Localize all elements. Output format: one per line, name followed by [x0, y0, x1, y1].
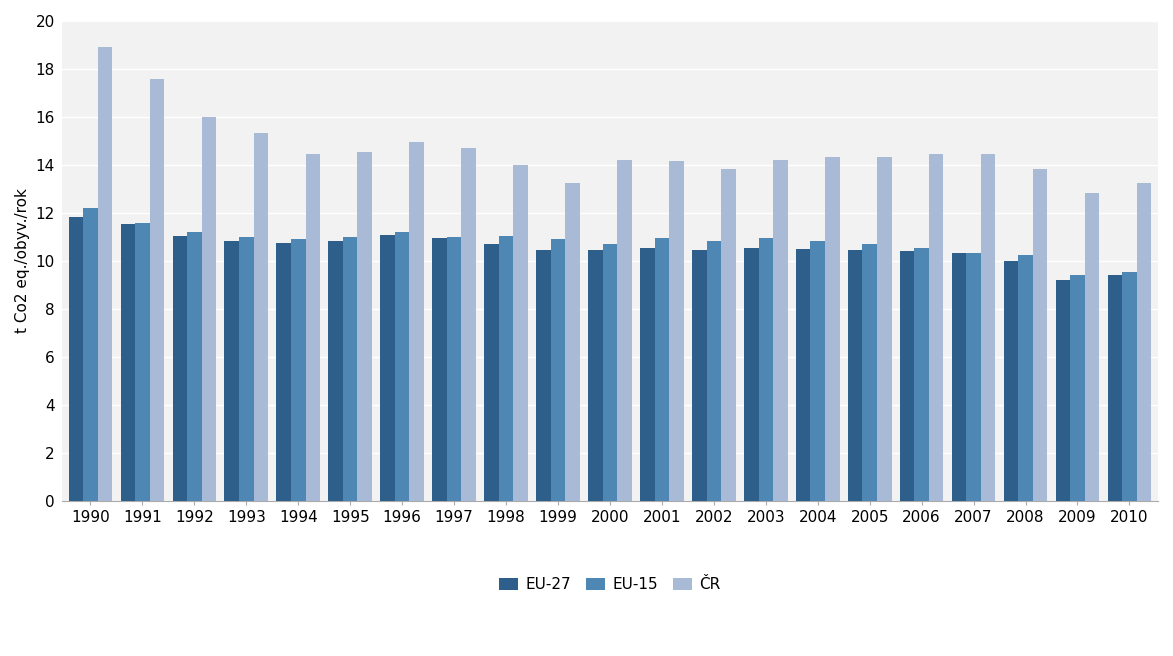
Bar — [1107, 276, 1123, 501]
Bar — [706, 241, 721, 501]
Bar — [1070, 276, 1085, 501]
Bar — [929, 154, 943, 501]
Bar — [395, 232, 409, 501]
Bar — [900, 251, 915, 501]
Bar — [536, 250, 550, 501]
Bar — [967, 253, 981, 501]
Bar — [848, 250, 862, 501]
Bar — [150, 79, 164, 501]
Bar — [744, 248, 759, 501]
Bar — [692, 250, 706, 501]
Bar — [253, 133, 269, 501]
Bar — [135, 222, 150, 501]
Bar — [669, 161, 684, 501]
Legend: EU-27, EU-15, ČR: EU-27, EU-15, ČR — [494, 571, 726, 598]
Bar — [409, 142, 423, 501]
Bar — [97, 47, 113, 501]
Bar — [239, 237, 253, 501]
Bar — [305, 154, 320, 501]
Bar — [187, 232, 202, 501]
Bar — [1004, 261, 1018, 501]
Bar — [655, 238, 669, 501]
Bar — [1032, 169, 1047, 501]
Bar — [1137, 183, 1151, 501]
Bar — [640, 248, 655, 501]
Bar — [172, 236, 187, 501]
Bar — [83, 208, 97, 501]
Bar — [796, 249, 811, 501]
Bar — [811, 241, 825, 501]
Bar — [121, 224, 135, 501]
Bar — [358, 152, 372, 501]
Bar — [825, 157, 840, 501]
Bar — [617, 160, 632, 501]
Bar — [877, 157, 891, 501]
Bar — [514, 165, 528, 501]
Bar — [951, 253, 967, 501]
Bar — [343, 237, 358, 501]
Bar — [433, 238, 447, 501]
Bar — [277, 243, 291, 501]
Bar — [484, 244, 499, 501]
Bar — [202, 117, 216, 501]
Bar — [69, 216, 83, 501]
Bar — [862, 244, 877, 501]
Bar — [328, 241, 343, 501]
Bar — [1056, 280, 1070, 501]
Bar — [447, 237, 461, 501]
Y-axis label: t Co2 eq./obyv./rok: t Co2 eq./obyv./rok — [15, 189, 30, 333]
Bar — [981, 154, 996, 501]
Bar — [550, 239, 565, 501]
Bar — [461, 148, 476, 501]
Bar — [721, 169, 735, 501]
Bar — [603, 244, 617, 501]
Bar — [224, 241, 239, 501]
Bar — [1123, 272, 1137, 501]
Bar — [1085, 193, 1099, 501]
Bar — [588, 250, 603, 501]
Bar — [565, 183, 579, 501]
Bar — [915, 248, 929, 501]
Bar — [1018, 255, 1032, 501]
Bar — [499, 236, 514, 501]
Bar — [291, 239, 305, 501]
Bar — [759, 238, 773, 501]
Bar — [380, 235, 395, 501]
Bar — [773, 160, 787, 501]
